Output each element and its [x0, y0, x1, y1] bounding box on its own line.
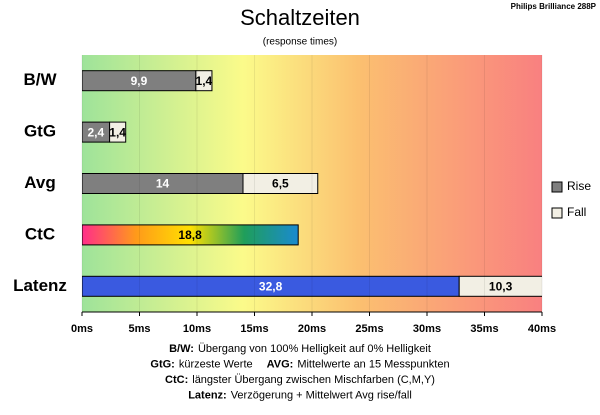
data-label: 1,4 — [196, 74, 213, 88]
y-tick-label: Avg — [24, 173, 56, 192]
note-part: AVG: — [267, 358, 294, 370]
legend-swatch — [551, 181, 563, 193]
bar — [82, 224, 299, 246]
data-label: 6,5 — [272, 177, 289, 191]
note-part: CtC: — [165, 374, 188, 386]
x-tick-label: 35ms — [470, 323, 498, 335]
note-line: Latenz: Verzögerung + Mittelwert Avg rise… — [188, 389, 412, 401]
note-part: GtG: — [150, 358, 174, 370]
chart-title: Schaltzeiten — [240, 5, 360, 30]
y-tick-label: CtC — [25, 224, 55, 243]
note-line: CtC: längster Übergang zwischen Mischfarb… — [165, 374, 435, 386]
x-tick-label: 25ms — [355, 323, 383, 335]
note-part: Mittelwerte an 15 Messpunkten — [297, 358, 449, 370]
data-label: 10,3 — [489, 279, 513, 293]
data-label: 14 — [156, 177, 170, 191]
bar — [109, 121, 127, 143]
x-tick-label: 30ms — [413, 323, 441, 335]
y-tick-label: B/W — [23, 70, 57, 89]
data-label: 32,8 — [259, 279, 283, 293]
x-tick-label: 5ms — [128, 323, 150, 335]
y-tick-label: Latenz — [13, 276, 67, 295]
bar — [242, 173, 319, 194]
data-label: 18,8 — [178, 228, 202, 242]
data-label: 2,4 — [87, 125, 104, 139]
x-tick-label: 15ms — [240, 323, 268, 335]
note-part: Übergang von 100% Helligkeit auf 0% Hell… — [198, 343, 431, 355]
x-tick-label: 10ms — [183, 323, 211, 335]
note-part: Verzögerung + Mittelwert Avg rise/fall — [231, 389, 412, 401]
y-tick-label: GtG — [24, 122, 56, 141]
note-line: B/W: Übergang von 100% Helligkeit auf 0% … — [169, 343, 431, 355]
note-line: GtG: kürzeste Werte AVG: Mittelwerte an 15 … — [150, 358, 449, 370]
x-tick-label: 20ms — [298, 323, 326, 335]
chart-subtitle: (response times) — [263, 37, 337, 48]
data-label: 9,9 — [131, 74, 148, 88]
note-part: Latenz: — [188, 389, 227, 401]
note-part: kürzeste Werte — [179, 358, 253, 370]
x-tick-label: 0ms — [71, 323, 93, 335]
legend-swatch — [551, 207, 563, 219]
legend-label: Fall — [567, 205, 586, 219]
corner-note: Philips Brilliance 288P — [511, 2, 597, 11]
plot: 9,9 1,4 2,4 1,4 14 6,5 18,8 32,8 10,3 — [82, 70, 542, 297]
x-tick-label: 40ms — [528, 323, 556, 335]
note-part: längster Übergang zwischen Mischfarben (… — [192, 374, 435, 386]
legend-label: Rise — [567, 179, 591, 193]
bar — [195, 70, 213, 92]
bar — [458, 275, 542, 297]
data-label: 1,4 — [109, 125, 126, 139]
note-part: B/W: — [169, 343, 194, 355]
